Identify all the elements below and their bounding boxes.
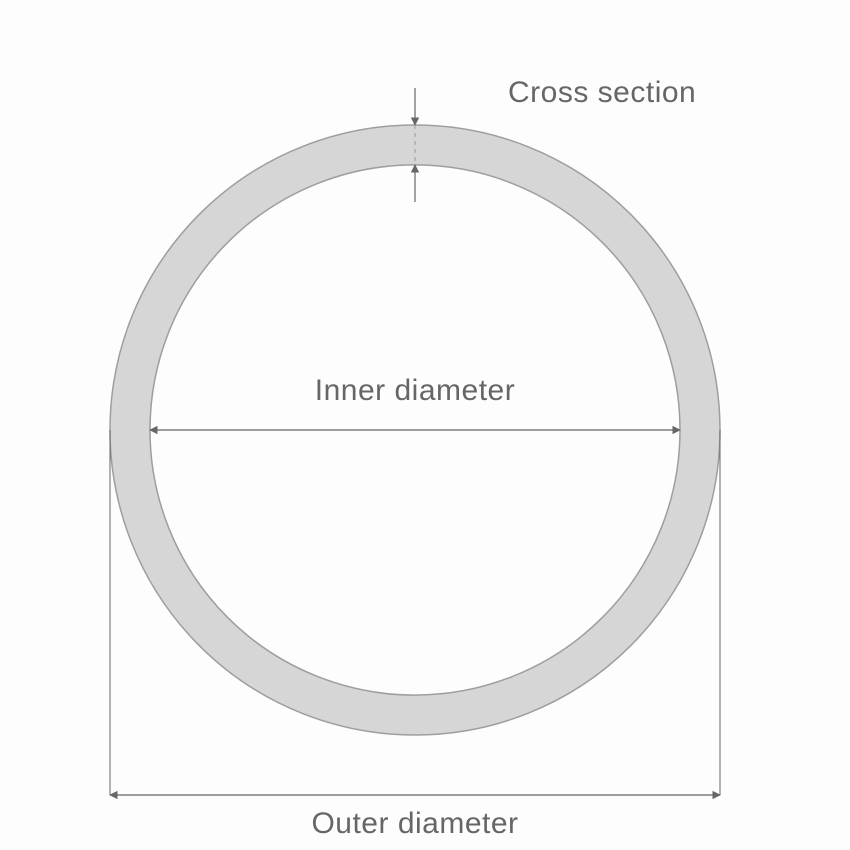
outer-diameter-label: Outer diameter [311,807,518,840]
cross-section-label: Cross section [508,76,696,109]
inner-diameter-label: Inner diameter [315,374,515,407]
ring-dimension-diagram: Cross section Inner diameter Outer diame… [0,0,850,850]
